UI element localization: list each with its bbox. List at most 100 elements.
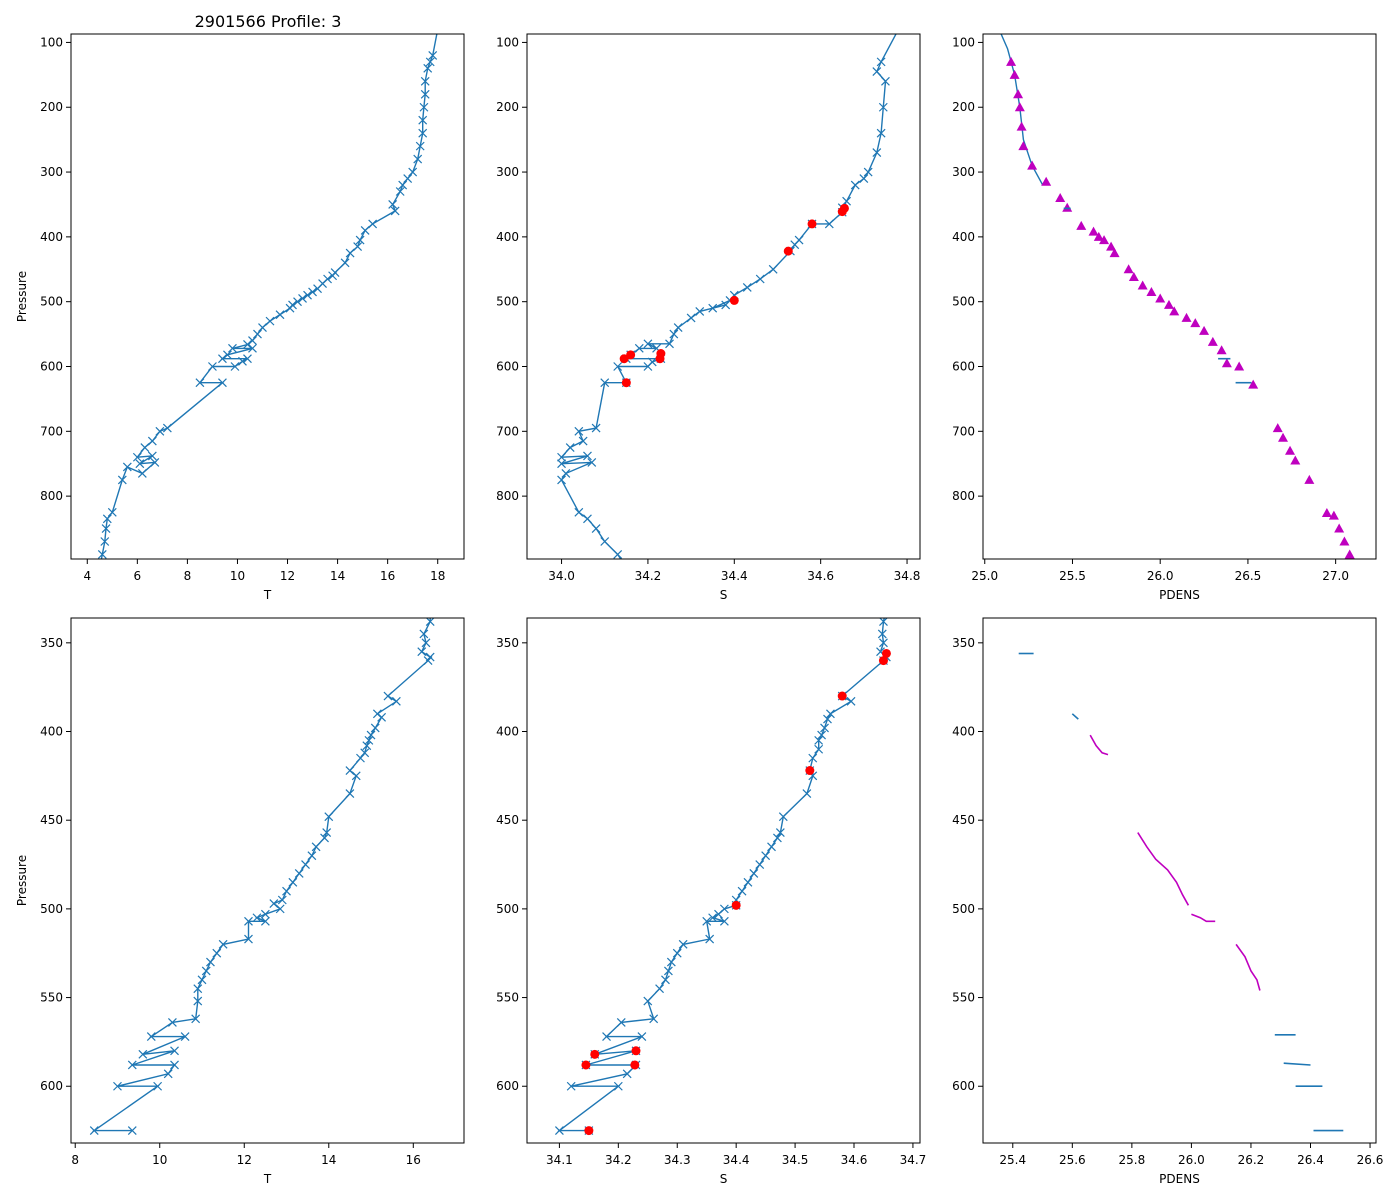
y-tick-label: 800 xyxy=(496,489,519,503)
triangle-marker xyxy=(1207,336,1218,346)
x-marker xyxy=(324,812,334,822)
x-marker xyxy=(583,514,592,524)
y-tick-label: 300 xyxy=(496,165,519,179)
x-marker xyxy=(113,1081,122,1091)
x-marker xyxy=(218,354,227,364)
x-tick-label: 34.2 xyxy=(635,569,662,583)
x-marker xyxy=(243,340,252,349)
x-marker xyxy=(850,180,860,190)
triangle-marker xyxy=(1321,507,1332,517)
x-marker xyxy=(418,115,428,125)
x-marker xyxy=(817,730,827,740)
x-marker xyxy=(193,984,203,994)
x-tick-label: 14 xyxy=(330,569,345,583)
x-marker xyxy=(377,712,387,722)
x-marker xyxy=(248,336,257,345)
x-marker xyxy=(260,909,270,919)
x-marker xyxy=(147,436,157,446)
x-marker xyxy=(322,828,332,838)
x-marker xyxy=(686,313,696,323)
x-marker xyxy=(413,154,423,164)
x-marker xyxy=(170,1046,179,1056)
x-marker xyxy=(127,1060,137,1070)
x-marker xyxy=(574,507,584,517)
x-marker xyxy=(301,860,310,869)
x-marker xyxy=(298,294,307,303)
x-marker xyxy=(191,1014,201,1024)
y-tick-label: 500 xyxy=(952,902,975,916)
x-marker xyxy=(678,939,688,949)
x-marker xyxy=(195,378,205,388)
x-marker xyxy=(243,354,252,364)
flag-dot xyxy=(621,378,631,388)
x-marker xyxy=(122,462,132,472)
x-marker xyxy=(403,174,413,183)
x-marker xyxy=(859,174,869,183)
x-marker xyxy=(872,67,882,77)
x-marker xyxy=(320,833,329,843)
triangle-marker xyxy=(1199,325,1210,335)
flag-segment xyxy=(1235,943,1261,991)
y-tick-label: 400 xyxy=(496,725,519,739)
x-tick-label: 34.3 xyxy=(664,1153,691,1167)
triangle-marker xyxy=(1006,56,1017,66)
x-marker xyxy=(230,362,240,371)
y-tick-label: 450 xyxy=(496,813,519,827)
triangle-marker xyxy=(1290,455,1301,465)
triangle-marker xyxy=(1285,445,1296,455)
x-marker xyxy=(820,723,829,733)
axes-frame xyxy=(526,33,921,560)
x-marker xyxy=(425,57,435,67)
y-tick-label: 600 xyxy=(40,1079,63,1093)
x-tick-label: 25.0 xyxy=(971,569,998,583)
flag-dot xyxy=(878,656,888,666)
x-marker xyxy=(313,284,322,294)
series-T-profile xyxy=(97,34,438,559)
y-tick-label: 100 xyxy=(496,35,519,49)
triangle-marker xyxy=(1106,241,1117,251)
x-marker xyxy=(755,860,765,869)
x-marker xyxy=(208,362,217,371)
x-marker xyxy=(328,271,338,281)
x-marker xyxy=(311,842,321,852)
x-marker xyxy=(288,877,298,887)
triangle-marker xyxy=(1076,220,1087,230)
x-marker xyxy=(132,452,142,462)
y-tick-label: 100 xyxy=(40,35,63,49)
y-tick-label: 350 xyxy=(40,636,63,650)
y-tick-label: 550 xyxy=(496,991,519,1005)
x-marker xyxy=(383,691,393,701)
x-tick-label: 27.0 xyxy=(1322,569,1349,583)
y-tick-label: 550 xyxy=(40,991,63,1005)
x-marker xyxy=(362,741,372,751)
x-marker xyxy=(600,378,610,388)
flag-dot xyxy=(626,350,636,360)
x-tick-label: 26.5 xyxy=(1235,569,1262,583)
x-marker xyxy=(879,618,888,626)
x-tick-label: 34.2 xyxy=(605,1153,632,1167)
flag-dot xyxy=(837,207,847,217)
x-marker xyxy=(672,948,682,958)
x-marker xyxy=(775,828,785,838)
triangle-marker xyxy=(1181,312,1192,322)
triangle-marker xyxy=(1128,272,1139,282)
x-marker xyxy=(223,350,232,360)
x-marker xyxy=(808,753,818,763)
x-marker xyxy=(368,219,378,229)
x-marker xyxy=(824,219,834,229)
y-tick-label: 600 xyxy=(496,1079,519,1093)
x-marker xyxy=(153,1081,163,1091)
triangle-marker xyxy=(1055,192,1066,202)
flag-segment xyxy=(1071,713,1079,720)
x-marker xyxy=(238,356,247,366)
x-marker xyxy=(863,167,873,177)
flag-segment xyxy=(1089,734,1109,756)
x-tick-label: 26.2 xyxy=(1238,1153,1265,1167)
x-marker xyxy=(101,524,111,533)
x-marker xyxy=(591,423,601,433)
x-marker xyxy=(345,248,355,258)
x-marker xyxy=(790,240,800,250)
triangle-marker xyxy=(1027,160,1038,170)
flag-dot xyxy=(630,1060,640,1070)
